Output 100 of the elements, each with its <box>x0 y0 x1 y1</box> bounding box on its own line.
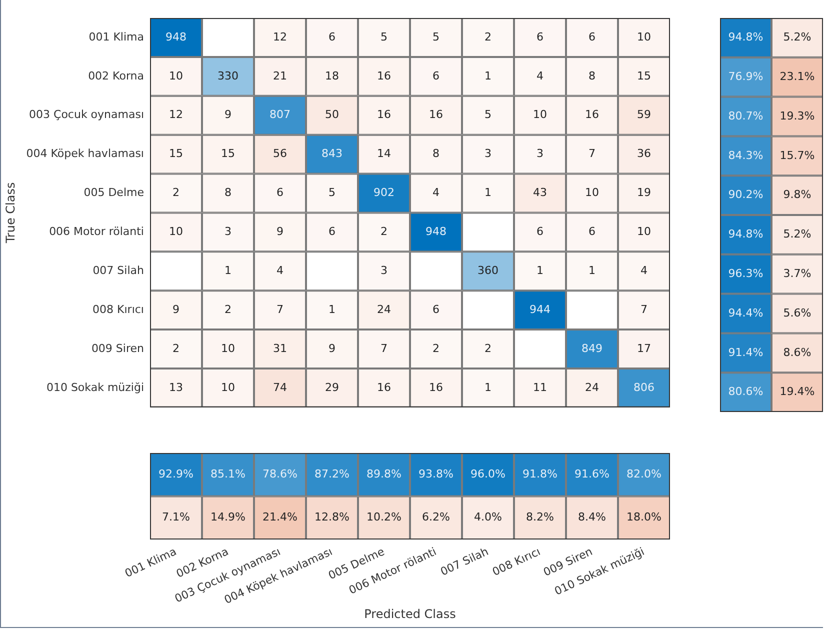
data-label: 849 <box>582 342 602 355</box>
data-label: 16 <box>429 380 443 394</box>
data-label: 8.4% <box>578 510 606 524</box>
data-label: 15 <box>221 147 235 160</box>
data-label: 5.6% <box>783 306 812 320</box>
data-label: 19.4% <box>780 385 815 398</box>
data-label: 10 <box>585 186 599 200</box>
data-label: 43 <box>533 186 547 200</box>
data-label: 944 <box>530 302 550 316</box>
data-label: 9 <box>328 342 336 355</box>
data-label: 5 <box>328 186 336 200</box>
data-label: 14.9% <box>210 510 246 524</box>
data-label: 31 <box>273 342 287 355</box>
data-label: 4 <box>536 69 544 82</box>
data-label: 2 <box>172 186 180 200</box>
data-label: 2 <box>172 342 180 355</box>
data-label: 16 <box>377 108 391 122</box>
data-label: 24 <box>585 380 599 394</box>
data-label: 23.1% <box>780 70 815 83</box>
data-label: 8.6% <box>783 346 812 359</box>
data-label: 78.6% <box>262 467 298 480</box>
data-label: 7 <box>380 342 388 355</box>
x-tick-label: 008 Kırıcı <box>490 545 542 579</box>
y-tick-label: 003 Çocuk oynaması <box>29 108 144 122</box>
data-label: 4 <box>640 264 648 277</box>
data-label: 10 <box>637 225 651 238</box>
data-label: 4.0% <box>474 510 502 524</box>
data-label: 6.2% <box>422 510 450 524</box>
data-label: 50 <box>325 108 339 122</box>
x-tick-label: 007 Silah <box>438 545 490 578</box>
data-label: 806 <box>634 380 654 394</box>
data-label: 94.8% <box>728 30 764 44</box>
data-label: 93.8% <box>418 467 454 480</box>
data-label: 10.2% <box>366 510 402 524</box>
data-label: 2 <box>380 225 388 238</box>
data-label: 3 <box>536 147 544 160</box>
data-label: 84.3% <box>728 148 764 162</box>
data-label: 10 <box>533 108 547 122</box>
y-tick-label: 006 Motor rölanti <box>49 225 144 238</box>
y-tick-label: 002 Korna <box>88 69 144 82</box>
data-label: 7 <box>276 302 284 316</box>
data-label: 6 <box>536 225 544 238</box>
data-label: 10 <box>169 69 183 82</box>
data-label: 2 <box>432 342 440 355</box>
data-label: 330 <box>218 69 238 82</box>
data-label: 9 <box>276 225 284 238</box>
data-label: 10 <box>221 380 235 394</box>
data-label: 1 <box>328 302 336 316</box>
data-label: 1 <box>536 264 544 277</box>
data-label: 16 <box>377 69 391 82</box>
data-label: 24 <box>377 302 391 316</box>
data-label: 6 <box>432 69 440 82</box>
y-tick-label: 007 Silah <box>92 264 144 277</box>
data-label: 90.2% <box>728 188 764 202</box>
data-label: 96.0% <box>470 467 506 480</box>
data-label: 6 <box>432 302 440 316</box>
data-label: 12 <box>169 108 183 122</box>
data-label: 18.0% <box>626 510 662 524</box>
data-label: 3 <box>224 225 232 238</box>
data-label: 36 <box>637 147 651 160</box>
y-tick-label: 005 Delme <box>84 186 144 200</box>
data-label: 74 <box>273 380 287 394</box>
data-label: 6 <box>536 30 544 44</box>
data-label: 902 <box>374 186 394 200</box>
data-label: 91.6% <box>574 467 610 480</box>
data-label: 3 <box>484 147 492 160</box>
data-label: 91.8% <box>522 467 558 480</box>
data-label: 89.8% <box>366 467 402 480</box>
data-label: 1 <box>588 264 596 277</box>
data-label: 1 <box>484 380 492 394</box>
y-tick-label: 010 Sokak müziği <box>46 380 144 394</box>
data-label: 8 <box>588 69 596 82</box>
data-label: 1 <box>484 69 492 82</box>
data-label: 11 <box>533 380 547 394</box>
data-label: 80.6% <box>728 385 764 398</box>
data-label: 7 <box>640 302 648 316</box>
data-label: 6 <box>588 225 596 238</box>
data-label: 56 <box>273 147 287 160</box>
data-label: 15 <box>637 69 651 82</box>
data-label: 5.2% <box>783 228 812 241</box>
data-label: 80.7% <box>728 109 764 122</box>
data-label: 4 <box>432 186 440 200</box>
data-label: 94.4% <box>728 306 764 320</box>
data-label: 9 <box>224 108 232 122</box>
data-label: 8 <box>224 186 232 200</box>
data-label: 360 <box>478 264 498 277</box>
data-label: 21 <box>273 69 287 82</box>
data-label: 92.9% <box>158 467 194 480</box>
data-label: 9.8% <box>783 188 812 202</box>
data-label: 16 <box>377 380 391 394</box>
data-label: 1 <box>484 186 492 200</box>
data-label: 4 <box>276 264 284 277</box>
data-label: 10 <box>637 30 651 44</box>
data-label: 21.4% <box>262 510 298 524</box>
data-label: 85.1% <box>210 467 246 480</box>
data-label: 13 <box>169 380 183 394</box>
data-label: 18 <box>325 69 339 82</box>
data-label: 15 <box>169 147 183 160</box>
data-label: 87.2% <box>314 467 350 480</box>
y-tick-label: 001 Klima <box>88 30 144 44</box>
